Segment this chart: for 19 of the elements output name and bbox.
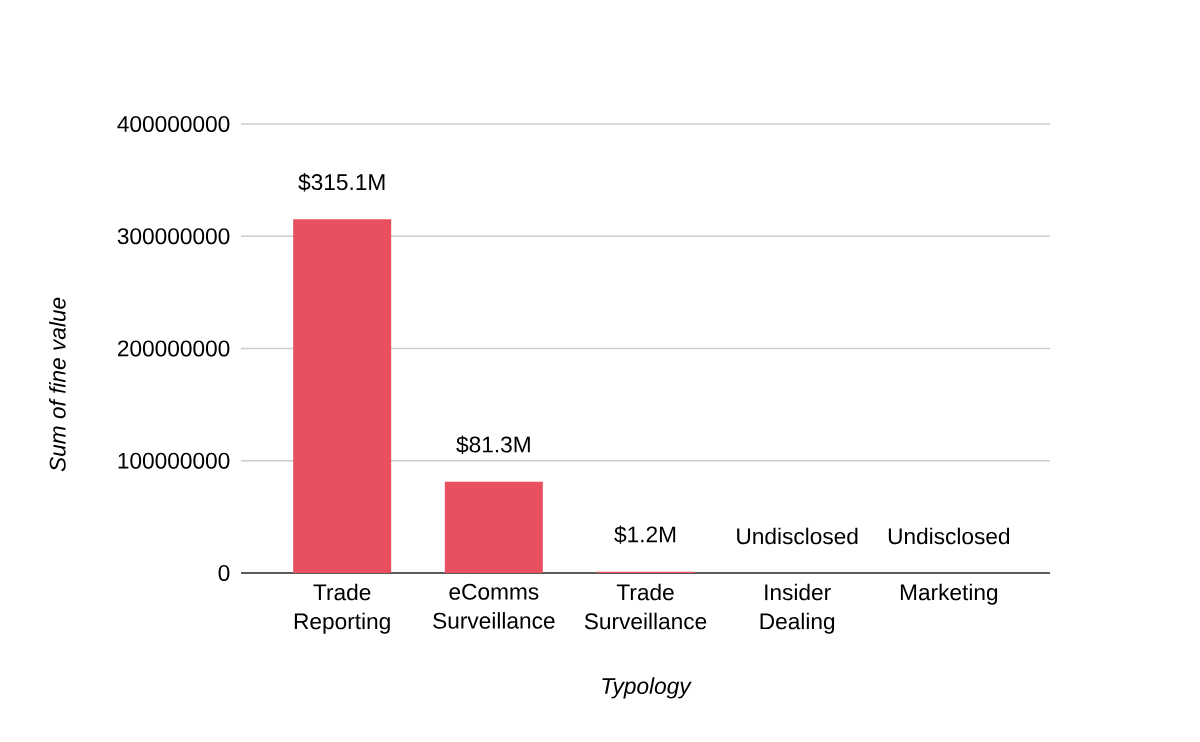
- x-tick-label: Trade Surveillance: [584, 583, 707, 630]
- data-label: $1.2M: [614, 525, 676, 544]
- data-label: $81.3M: [456, 435, 530, 454]
- text: Undisclosed: [888, 527, 1010, 545]
- text: Undisclosed: [737, 527, 858, 545]
- y-tick-label: 400000000: [117, 115, 230, 133]
- x-tick-label: Trade Reporting: [294, 583, 390, 634]
- y-tick-label: 100000000: [118, 452, 230, 469]
- y-tick-label: 200000000: [117, 340, 230, 357]
- bar: [444, 481, 543, 573]
- y-tick-label: 300000000: [117, 228, 230, 245]
- y-axis-title: Sum of fine value: [49, 297, 66, 472]
- x-tick-label: Marketing: [900, 583, 998, 605]
- y-tick-label: 0: [218, 564, 230, 582]
- data-label: $315.1M: [298, 173, 385, 192]
- x-tick-label: Insider Dealing: [760, 583, 835, 634]
- bar: [293, 219, 392, 573]
- x-tick-label: eComms Surveillance: [433, 583, 555, 629]
- x-axis-title: Typology: [602, 677, 692, 699]
